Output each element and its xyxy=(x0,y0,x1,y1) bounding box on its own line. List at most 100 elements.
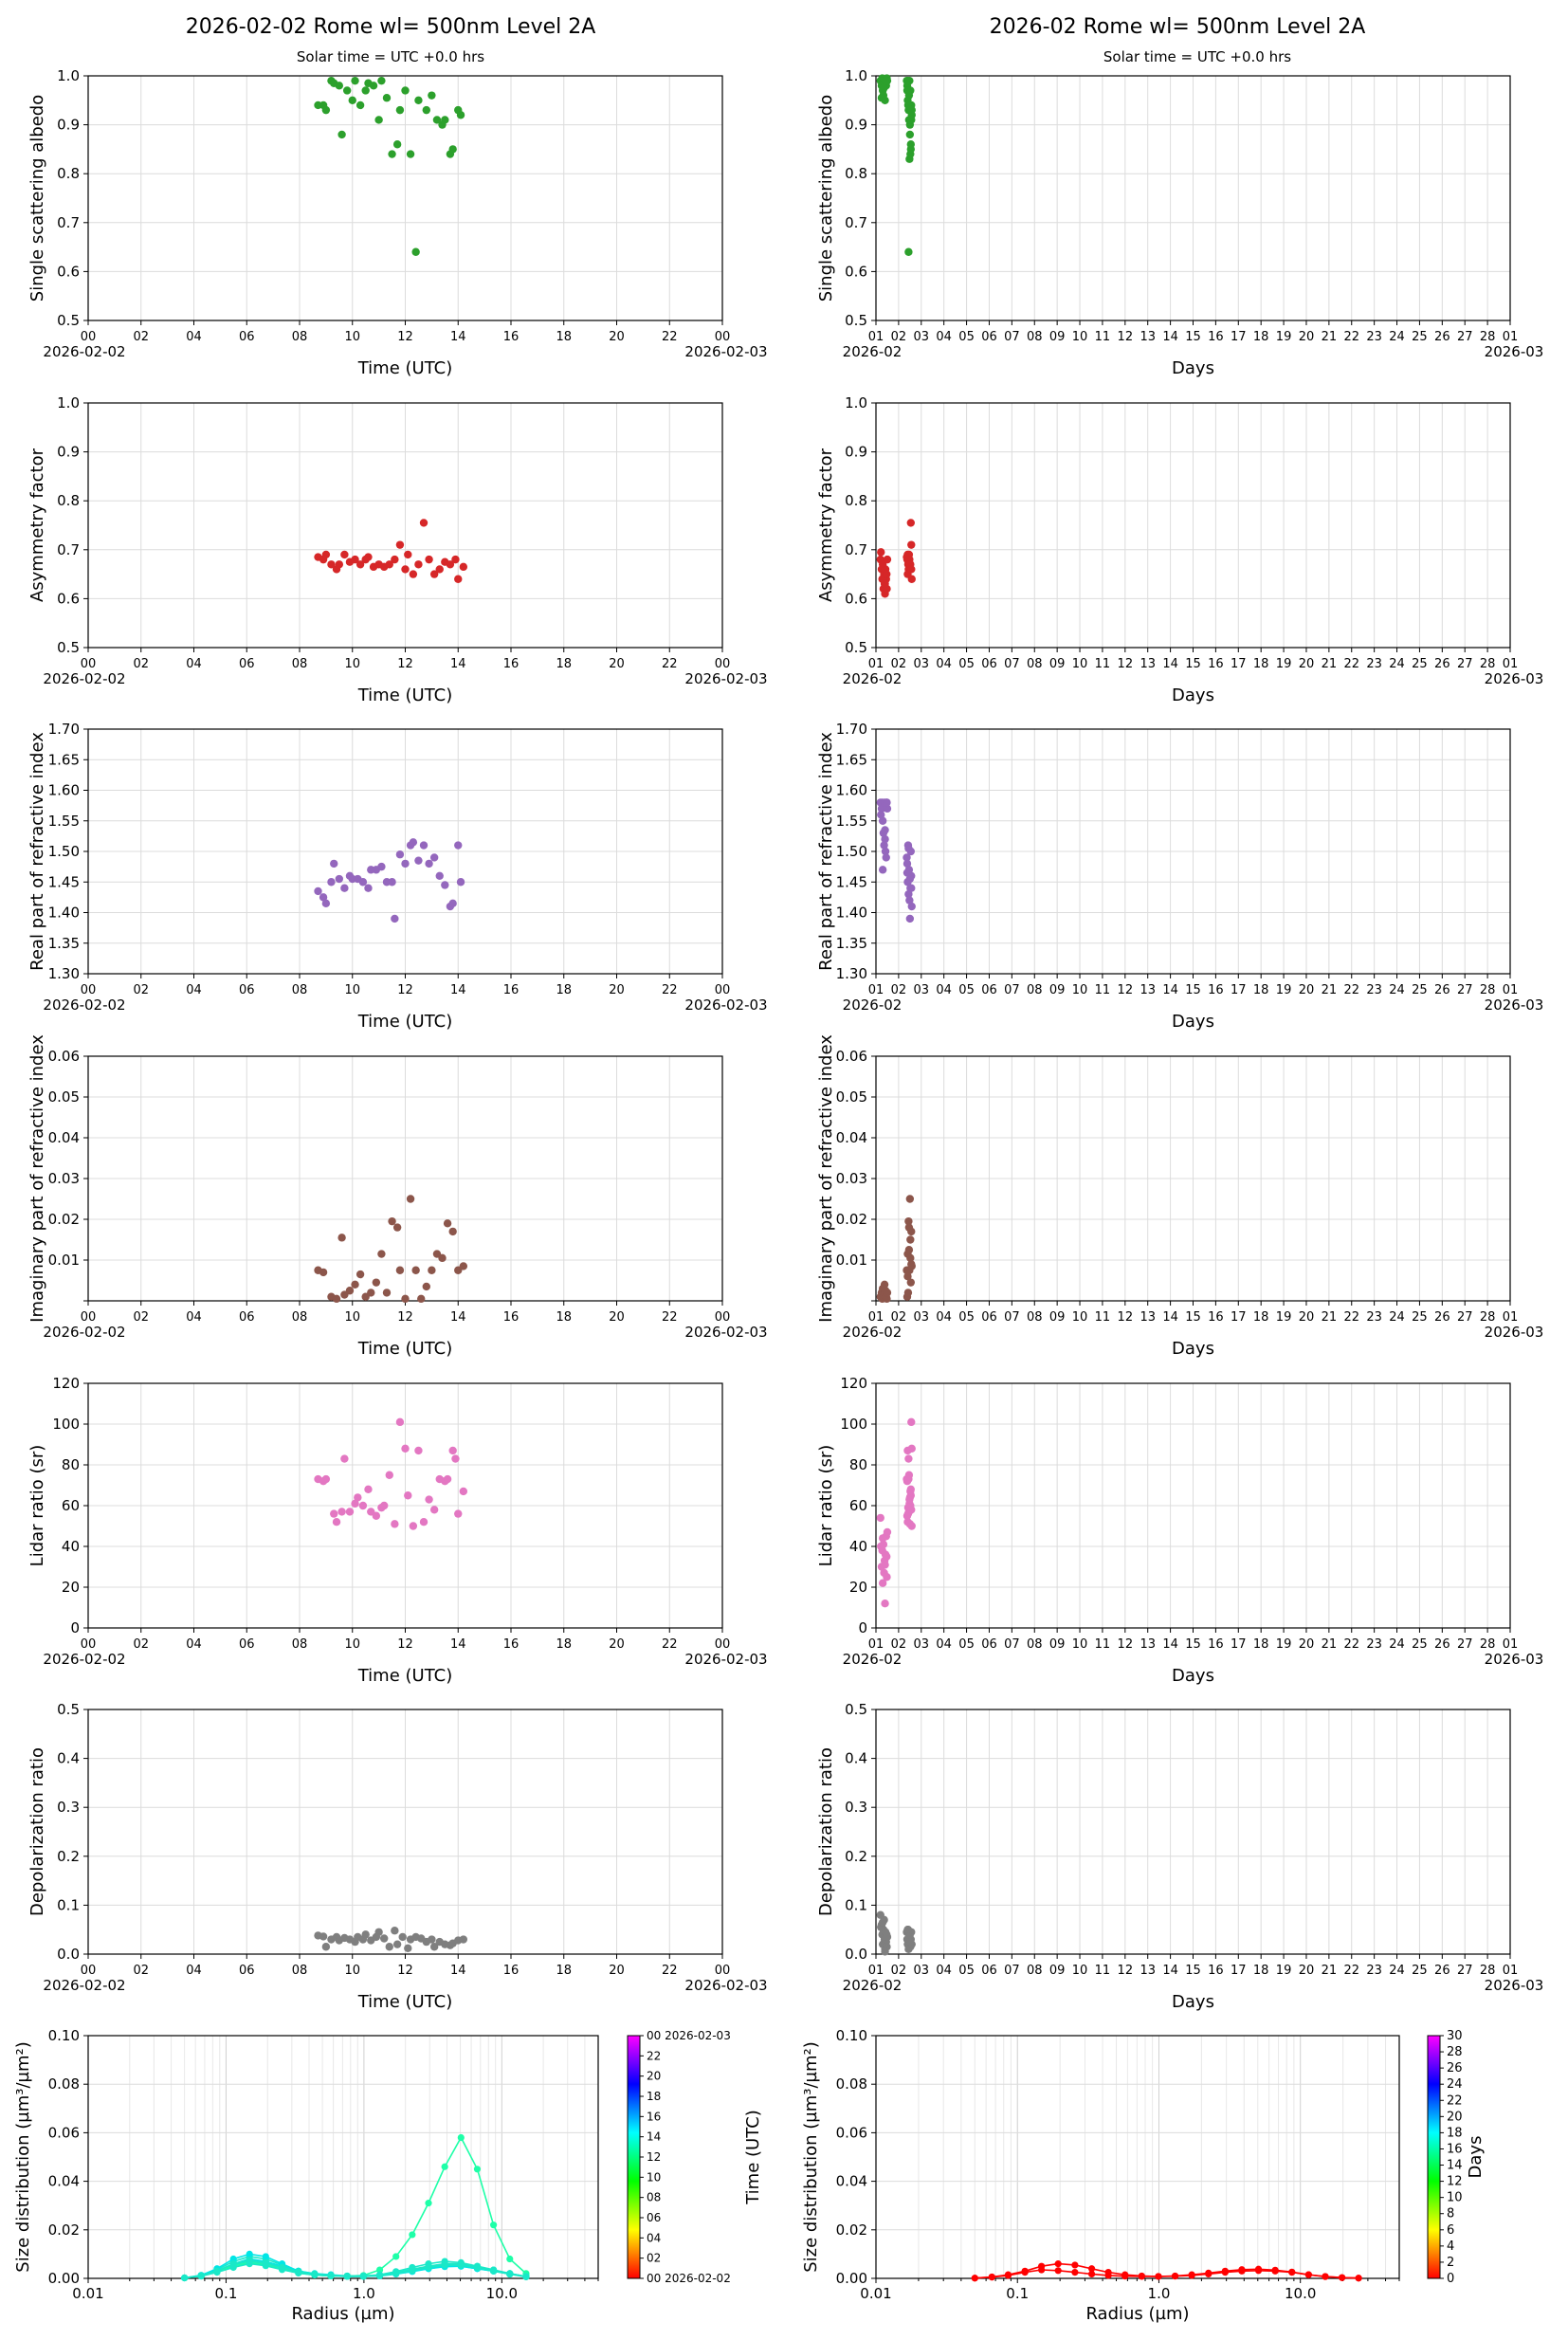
y-tick-label: 0.08 xyxy=(48,2075,80,2093)
data-point xyxy=(414,856,423,865)
x-tick-label: 04 xyxy=(186,1310,202,1325)
x-tick-label: 16 xyxy=(1208,1310,1224,1325)
data-point xyxy=(522,2273,530,2281)
colorbar-bar xyxy=(1427,2035,1441,2279)
date-start-label: 2026-02 xyxy=(843,996,903,1014)
x-tick-label: 27 xyxy=(1457,1310,1473,1325)
data-point xyxy=(1021,2269,1029,2276)
x-tick-label: 11 xyxy=(1095,1310,1111,1325)
x-tick-label: 01 xyxy=(1503,657,1519,671)
data-point xyxy=(1104,2272,1112,2279)
x-tick-label: 15 xyxy=(1185,1310,1201,1325)
data-point xyxy=(1171,2272,1179,2280)
data-point xyxy=(456,878,465,887)
y-tick-label: 0.4 xyxy=(845,1750,867,1767)
data-point xyxy=(321,1474,331,1484)
x-tick-label: 24 xyxy=(1389,1637,1405,1652)
data-point xyxy=(907,1260,916,1269)
data-point xyxy=(903,76,912,85)
colorbar-tick-label: 14 xyxy=(1447,2159,1463,2173)
y-tick-label: 60 xyxy=(849,1497,867,1514)
data-point xyxy=(459,1487,468,1496)
data-point xyxy=(490,2267,498,2275)
y-tick-label: 0.8 xyxy=(57,165,80,182)
date-start-label: 2026-02 xyxy=(843,1324,903,1341)
data-point xyxy=(443,1474,452,1484)
x-tick-label: 01 xyxy=(868,1637,884,1652)
y-tick-label: 0.06 xyxy=(836,2124,867,2141)
date-end-label: 2026-02-03 xyxy=(684,1977,767,1994)
data-point xyxy=(906,145,915,154)
x-tick-label: 01 xyxy=(1503,1964,1519,1978)
data-point xyxy=(448,1446,457,1455)
x-tick-label: 14 xyxy=(1162,1637,1178,1652)
x-axis-label: Days xyxy=(1172,1666,1214,1686)
x-tick-label: 18 xyxy=(556,983,572,997)
data-point xyxy=(883,798,891,807)
data-point xyxy=(364,553,373,561)
data-point xyxy=(406,150,415,158)
x-tick-label: 20 xyxy=(1299,1637,1315,1652)
x-tick-label: 11 xyxy=(1095,983,1111,997)
data-point xyxy=(904,844,913,852)
x-axis-label: Days xyxy=(1172,1339,1214,1359)
x-tick-label: 12 xyxy=(1118,983,1134,997)
date-end-label: 2026-02-03 xyxy=(684,670,767,687)
x-tick-label: 20 xyxy=(1299,983,1315,997)
colorbar-tick-label: 28 xyxy=(1447,2045,1463,2059)
x-tick-label: 06 xyxy=(981,1310,997,1325)
x-axis-label: Days xyxy=(1172,1012,1214,1032)
x-tick-label: 20 xyxy=(609,657,625,671)
x-tick-label: 14 xyxy=(1162,983,1178,997)
size-day-panel: 0.01 0.1 1.0 10.0 0.00 0.02 0.04 0.06 0.08 0.10 Ra… xyxy=(13,2027,599,2324)
x-tick-label: 11 xyxy=(1095,657,1111,671)
data-point xyxy=(448,899,457,908)
x-tick-label: 0.01 xyxy=(860,2285,891,2302)
data-point xyxy=(971,2275,978,2282)
x-tick-label: 12 xyxy=(1118,1637,1134,1652)
y-axis-label: Asymmetry factor xyxy=(27,448,47,602)
x-axis-label: Radius (µm) xyxy=(1085,2304,1189,2324)
data-point xyxy=(881,826,889,834)
data-point xyxy=(388,1216,396,1226)
y-tick-label: 0.06 xyxy=(48,2124,80,2141)
x-tick-label: 24 xyxy=(1389,1964,1405,1978)
x-tick-label: 16 xyxy=(1208,657,1224,671)
x-tick-label: 00 xyxy=(715,330,731,344)
data-point xyxy=(448,1227,457,1236)
x-tick-label: 16 xyxy=(503,1637,520,1652)
data-point xyxy=(404,1944,412,1953)
data-point xyxy=(903,868,912,877)
x-tick-label: 04 xyxy=(186,983,202,997)
data-point xyxy=(428,1266,436,1274)
x-tick-label: 18 xyxy=(556,1637,572,1652)
data-point xyxy=(457,2133,465,2142)
x-tick-label: 02 xyxy=(133,330,149,344)
date-start-label: 2026-02-02 xyxy=(43,670,125,687)
y-tick-label: 1.55 xyxy=(48,813,80,830)
colorbar-tick-label: 22 xyxy=(1447,2093,1463,2108)
colorbar-tick-label: 4 xyxy=(1447,2239,1454,2254)
data-point xyxy=(213,2269,221,2276)
data-point xyxy=(905,896,914,905)
x-tick-label: 21 xyxy=(1322,1964,1338,1978)
x-tick-label: 26 xyxy=(1434,657,1450,671)
x-axis-label: Time (UTC) xyxy=(357,1339,453,1359)
data-point xyxy=(351,1280,359,1289)
data-point xyxy=(1054,2267,1062,2275)
colorbar-tick-label: 16 xyxy=(647,2110,661,2123)
series-line xyxy=(184,2262,527,2279)
y-tick-label: 0.8 xyxy=(57,492,80,509)
y-tick-label: 0.04 xyxy=(836,1129,867,1146)
data-point xyxy=(409,2231,416,2239)
x-tick-label: 07 xyxy=(1004,657,1020,671)
data-point xyxy=(906,1253,915,1263)
x-tick-label: 18 xyxy=(1253,983,1269,997)
data-point xyxy=(392,2253,400,2260)
x-tick-label: 18 xyxy=(556,1964,572,1978)
data-point xyxy=(337,130,346,139)
data-point xyxy=(425,859,433,868)
data-point xyxy=(905,155,914,163)
data-point xyxy=(1355,2275,1362,2282)
